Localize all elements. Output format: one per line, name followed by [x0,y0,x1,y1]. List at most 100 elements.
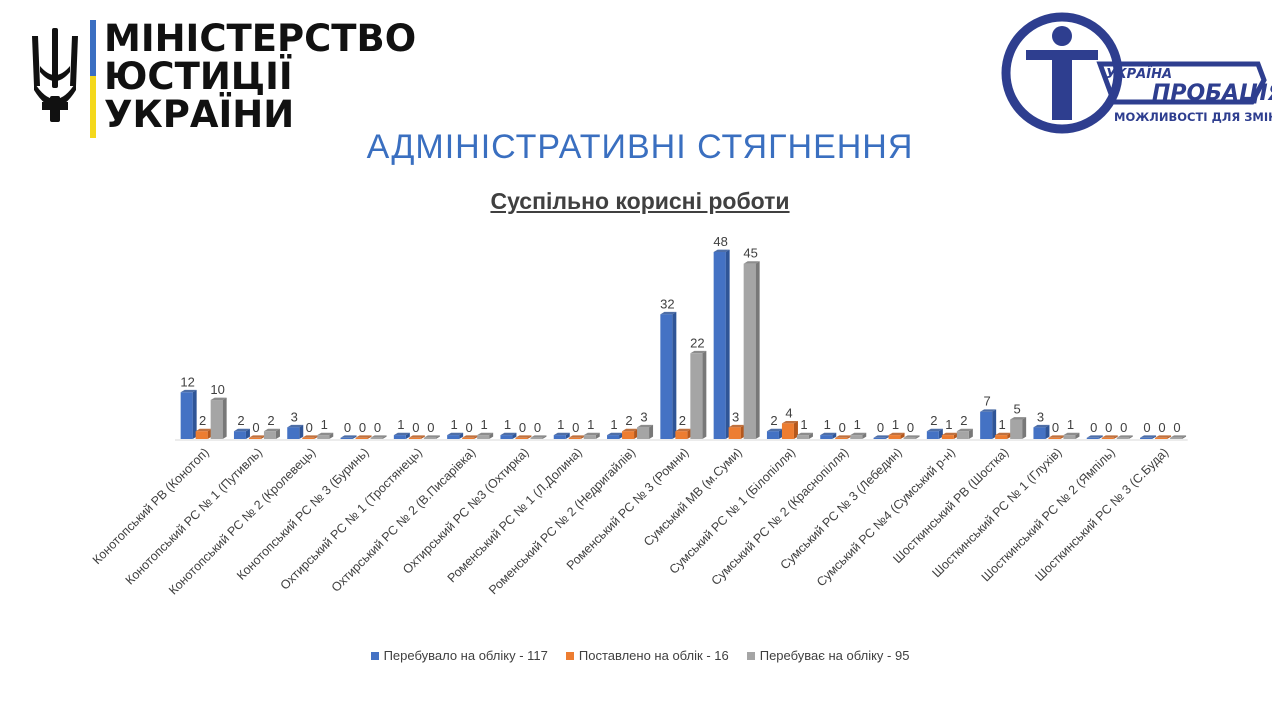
bar-top-16-2 [1063,432,1080,436]
data-label-14-2: 2 [960,413,967,428]
bar-8-0 [607,435,620,439]
bar-14-0 [926,431,939,439]
data-label-12-1: 0 [839,420,846,435]
legend-swatch-series-3 [746,651,755,660]
data-label-11-1: 4 [785,405,792,420]
bar-7-2 [583,435,596,439]
data-label-0-0: 12 [180,374,194,389]
bar-top-0-0 [180,389,197,393]
bar-11-1 [781,423,794,439]
bar-side-5-2 [489,432,494,439]
data-label-18-0: 0 [1143,420,1150,435]
bar-side-7-0 [565,432,570,439]
bar-top-5-1 [462,435,479,438]
data-label-9-1: 2 [679,413,686,428]
legend-item-series-2: Поставлено на облік - 16 [565,648,729,663]
chart-legend: Перебувало на обліку - 117 Поставлено на… [0,648,1280,663]
bar-16-2 [1063,435,1076,439]
bar-side-2-0 [299,424,304,439]
data-label-2-1: 0 [306,420,313,435]
data-label-2-2: 1 [321,417,328,432]
bar-top-9-2 [690,350,707,354]
bar-top-10-0 [713,249,730,252]
data-label-16-1: 0 [1052,420,1059,435]
bar-side-13-2 [915,435,920,439]
trident-icon [32,28,78,122]
bar-side-16-2 [1075,432,1080,439]
bar-side-16-0 [1045,424,1050,439]
data-label-7-1: 0 [572,420,579,435]
bar-side-8-2 [649,424,654,439]
data-label-14-0: 2 [930,413,937,428]
bar-top-6-2 [530,435,547,438]
bar-top-14-0 [926,428,943,432]
bar-9-0 [660,314,673,439]
bar-top-0-2 [210,397,227,401]
data-label-6-1: 0 [519,420,526,435]
bar-12-0 [820,435,833,439]
ministry-logo: МІНІСТЕРСТВО ЮСТИЦІЇ УКРАЇНИ [28,20,428,140]
bar-6-1 [515,437,528,439]
ministry-line-2: ЮСТИЦІЇ УКРАЇНИ [104,55,295,136]
bar-side-17-1 [1113,435,1118,439]
bar-top-5-0 [447,432,464,436]
bar-13-0 [873,437,886,439]
bar-top-16-1 [1048,435,1065,438]
data-label-13-0: 0 [877,420,884,435]
data-label-16-2: 1 [1067,417,1074,432]
data-label-11-2: 1 [800,417,807,432]
bar-top-8-0 [607,432,624,436]
bar-0-0 [180,392,193,439]
bar-13-2 [903,437,916,439]
bar-18-1 [1155,437,1168,439]
bar-6-0 [500,435,513,439]
bar-top-17-0 [1086,435,1103,438]
bar-11-0 [766,431,779,439]
bar-side-15-0 [992,409,997,439]
data-label-3-0: 0 [344,420,351,435]
bar-top-3-2 [370,435,387,438]
bar-17-0 [1086,437,1099,439]
bar-10-0 [713,252,726,439]
bar-12-1 [835,437,848,439]
bar-17-1 [1101,437,1114,439]
data-label-1-2: 2 [267,413,274,428]
bar-1-0 [233,431,246,439]
data-label-14-1: 1 [945,417,952,432]
bar-top-4-1 [408,435,425,438]
data-label-18-1: 0 [1158,420,1165,435]
bar-15-0 [980,411,993,439]
bar-14-1 [941,435,954,439]
data-label-0-2: 10 [210,382,224,397]
bar-top-2-1 [302,435,319,438]
bar-side-4-0 [405,432,410,439]
bar-side-13-1 [900,432,905,439]
bar-5-1 [462,437,475,439]
bar-3-1 [355,437,368,439]
bar-top-11-2 [796,432,813,436]
bar-side-11-1 [793,421,798,439]
data-label-17-0: 0 [1090,420,1097,435]
bar-1-1 [248,437,261,439]
bar-7-1 [568,437,581,439]
bar-side-18-1 [1167,435,1172,439]
bar-top-13-0 [873,435,890,438]
bar-top-4-2 [423,435,440,438]
bar-top-14-2 [956,428,973,432]
data-label-5-2: 1 [481,417,488,432]
data-label-17-2: 0 [1120,420,1127,435]
ministry-name: МІНІСТЕРСТВО ЮСТИЦІЇ УКРАЇНИ [104,20,428,134]
bar-top-18-2 [1170,435,1187,438]
bar-5-2 [477,435,490,439]
bar-top-9-1 [675,428,692,432]
bar-2-2 [317,435,330,439]
data-label-3-2: 0 [374,420,381,435]
bar-side-11-2 [808,432,813,439]
bar-4-0 [393,435,406,439]
bar-side-0-0 [192,389,197,439]
bar-side-14-2 [968,428,973,439]
bar-side-10-2 [755,261,760,439]
data-label-9-0: 32 [660,296,674,311]
data-label-3-1: 0 [359,420,366,435]
